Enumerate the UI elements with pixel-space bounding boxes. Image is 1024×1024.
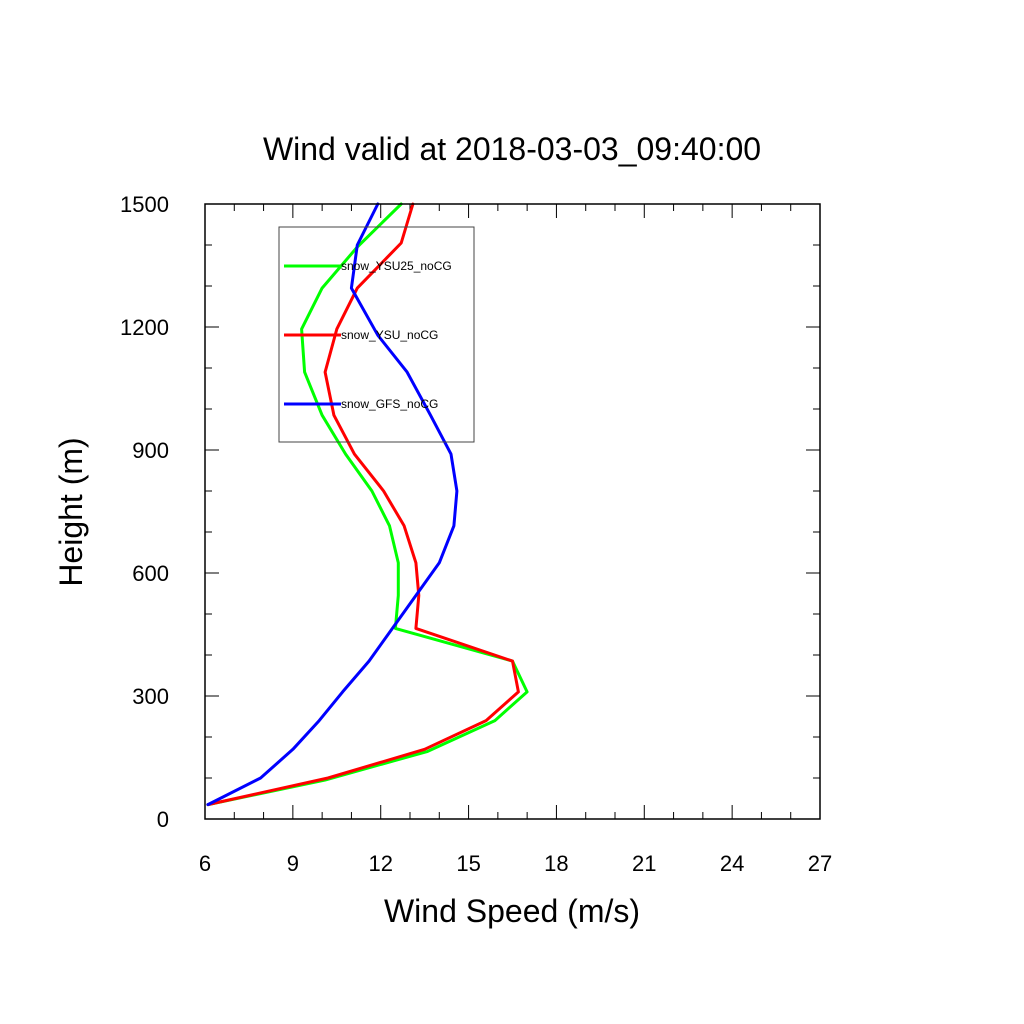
major-ticks <box>204 203 821 820</box>
legend-item-snow_GFS_noCG: snow_GFS_noCG <box>284 397 438 411</box>
y-axis-title: Height (m) <box>53 437 89 586</box>
minor-ticks <box>205 204 820 819</box>
series-line-snow_YSU25_noCG <box>206 202 529 807</box>
plot-frame <box>204 203 821 820</box>
y-tick-label: 600 <box>132 561 169 586</box>
legend-label: snow_YSU25_noCG <box>341 259 452 273</box>
series-line-snow_GFS_noCG <box>206 202 459 807</box>
x-tick-label: 18 <box>544 851 568 876</box>
x-tick-label: 9 <box>287 851 299 876</box>
y-tick-label: 900 <box>132 438 169 463</box>
x-tick-labels: 6 9 12 15 18 21 24 27 <box>199 851 832 876</box>
y-tick-label: 300 <box>132 684 169 709</box>
x-axis-title: Wind Speed (m/s) <box>384 893 640 929</box>
legend-item-snow_YSU_noCG: snow_YSU_noCG <box>284 328 438 342</box>
x-tick-label: 6 <box>199 851 211 876</box>
x-tick-label: 15 <box>456 851 480 876</box>
x-tick-label: 27 <box>808 851 832 876</box>
legend-items: snow_YSU25_noCG snow_YSU_noCG snow_GFS_noC… <box>284 259 452 411</box>
y-tick-label: 1200 <box>120 315 169 340</box>
legend-label: snow_YSU_noCG <box>341 328 438 342</box>
legend: snow_YSU25_noCG snow_YSU_noCG snow_GFS_noC… <box>278 226 475 443</box>
legend-item-snow_YSU25_noCG: snow_YSU25_noCG <box>284 259 452 273</box>
x-tick-label: 21 <box>632 851 656 876</box>
series-lines <box>206 202 529 807</box>
y-tick-label: 1500 <box>120 192 169 217</box>
series-line-snow_YSU_noCG <box>206 202 520 807</box>
y-tick-labels: 0 300 600 900 1200 1500 <box>120 192 169 832</box>
x-tick-label: 12 <box>368 851 392 876</box>
legend-label: snow_GFS_noCG <box>341 397 438 411</box>
x-tick-label: 24 <box>720 851 744 876</box>
legend-box <box>278 226 475 443</box>
chart-title: Wind valid at 2018-03-03_09:40:00 <box>263 131 761 167</box>
y-tick-label: 0 <box>157 807 169 832</box>
